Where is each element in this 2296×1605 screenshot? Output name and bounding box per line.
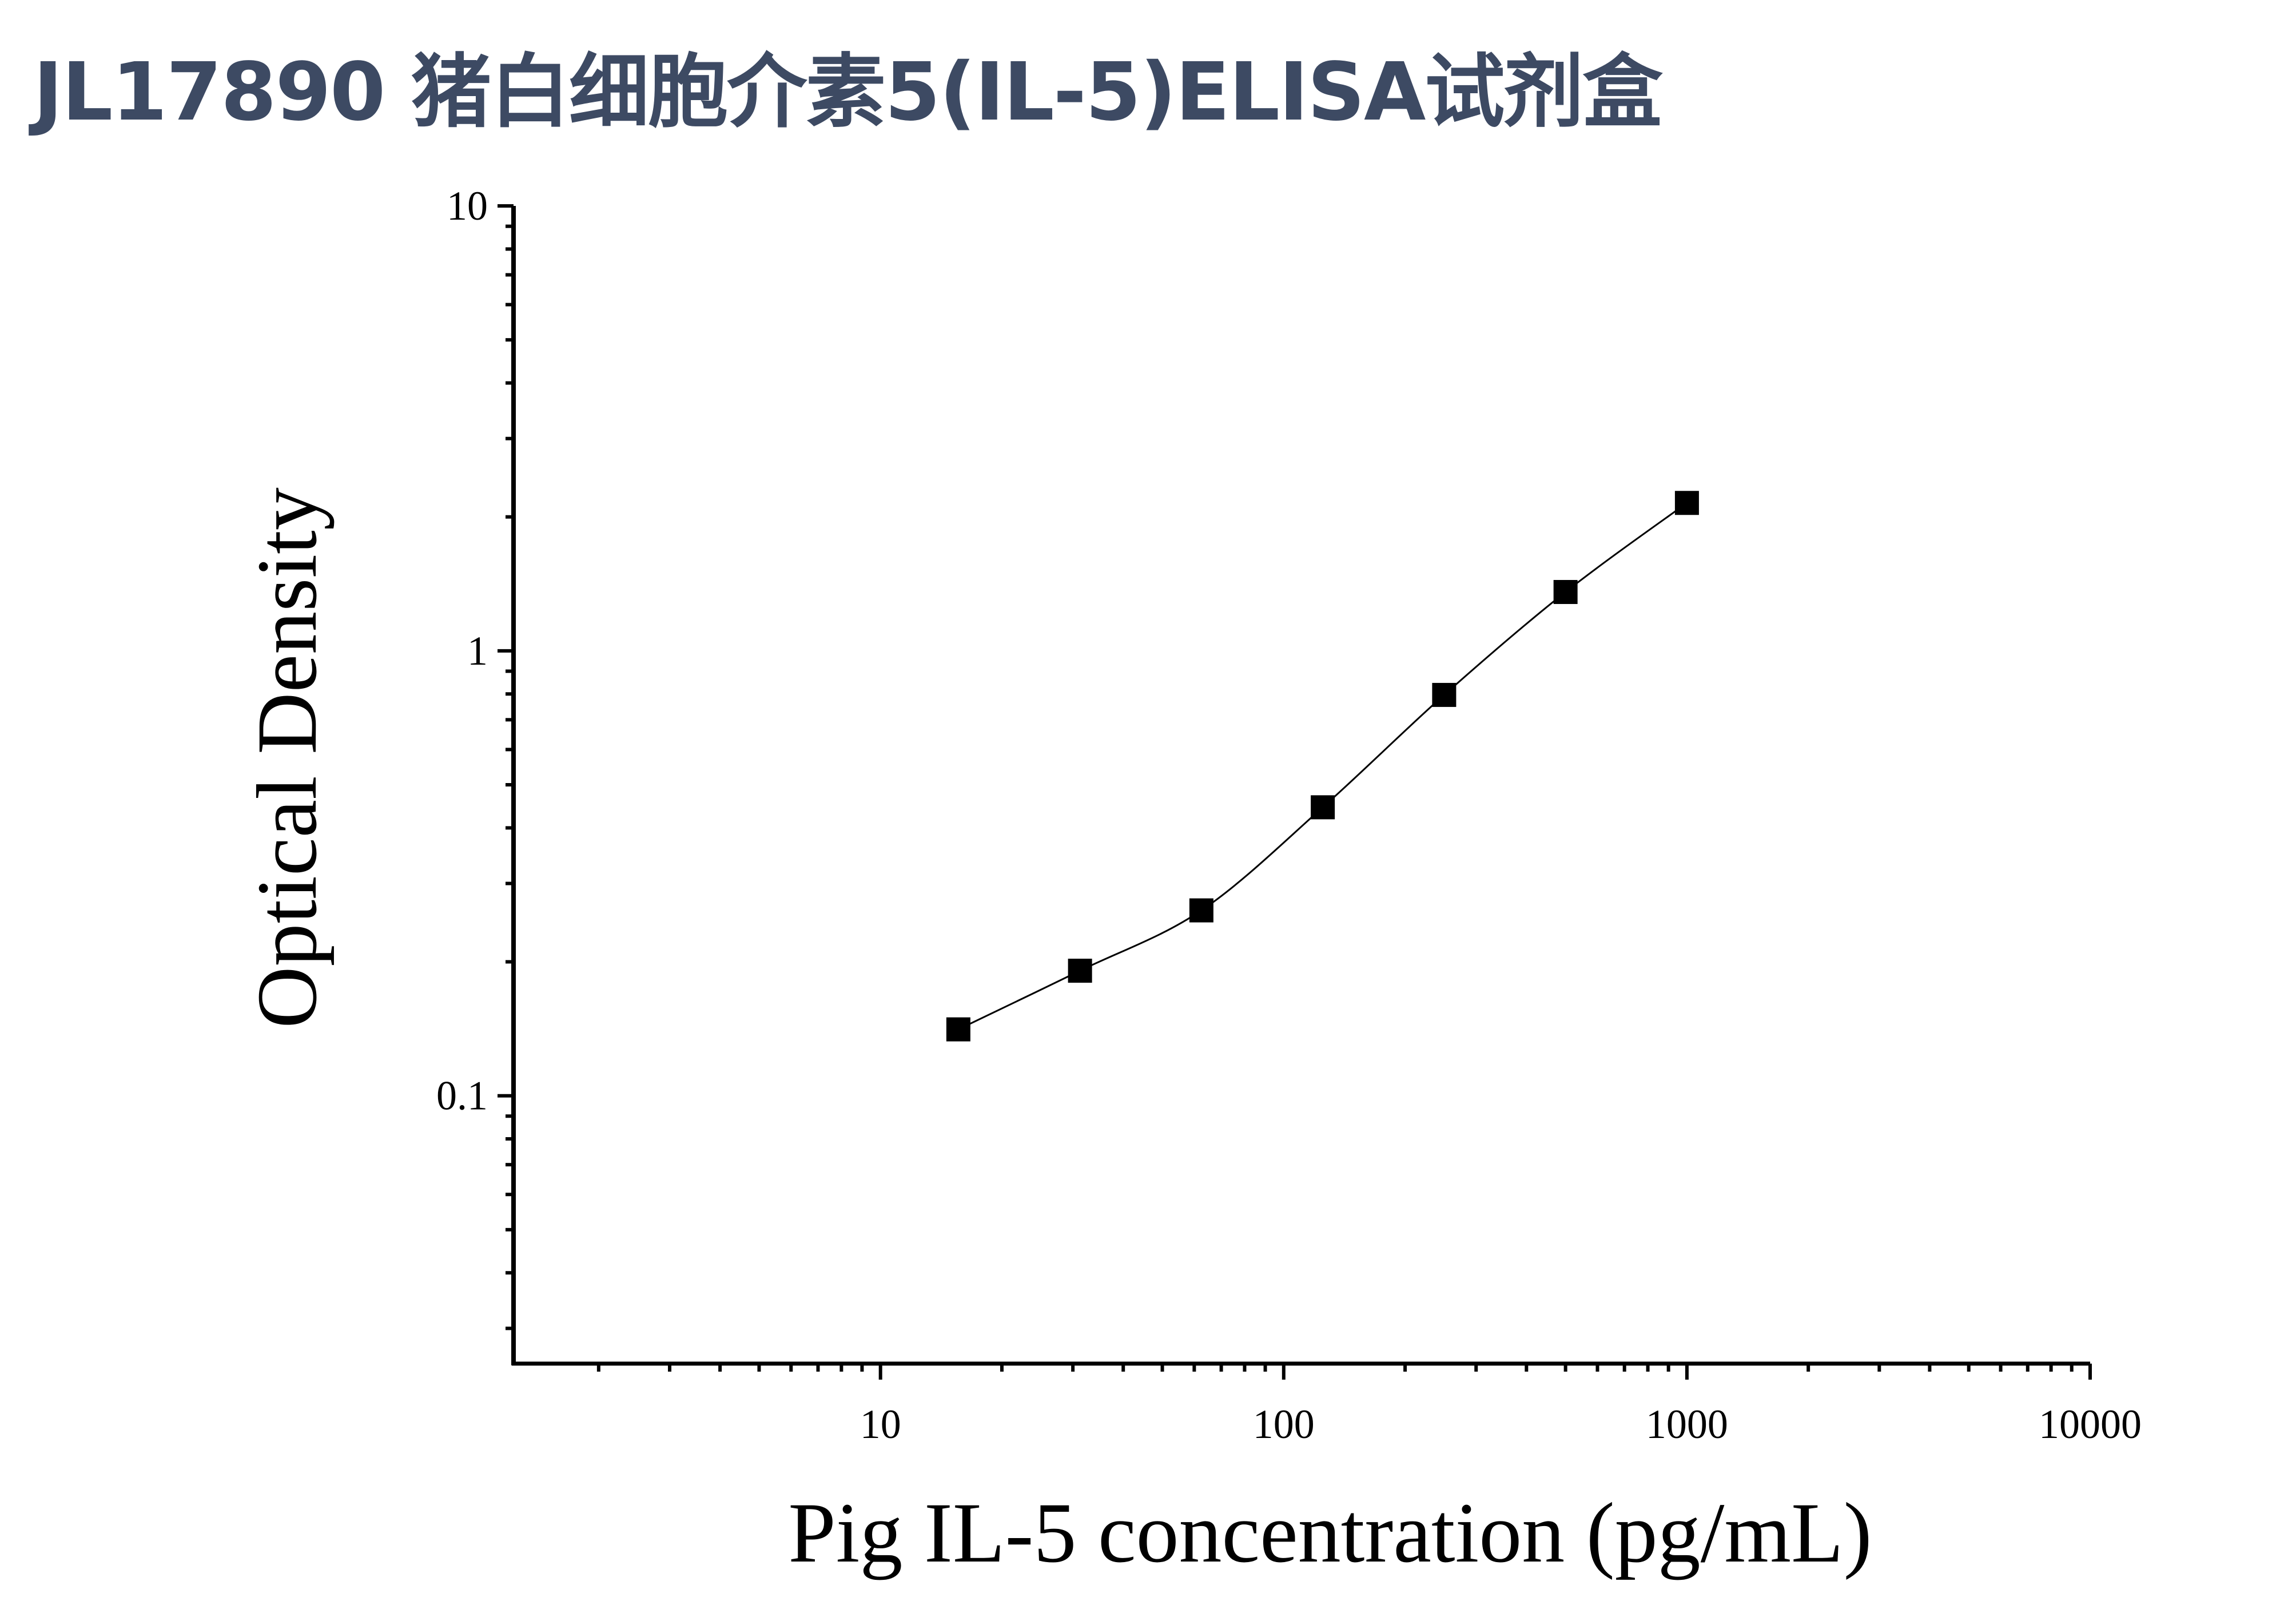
x-tick-label: 10000	[2039, 1401, 2142, 1447]
ticks	[498, 204, 2092, 1380]
data-point	[1189, 898, 1213, 923]
data-point	[1068, 959, 1092, 983]
tick-labels: 0.1 1 10 10 100 1000 10000	[436, 183, 2142, 1447]
y-tick-label: 1	[467, 628, 488, 674]
data-point	[1674, 491, 1699, 515]
data-point	[1432, 682, 1457, 707]
y-axis-title: Optical Density	[240, 487, 335, 1028]
x-axis-title: Pig IL-5 concentration (pg/mL)	[788, 1485, 1872, 1580]
axes	[511, 206, 2090, 1366]
data-points	[946, 491, 1699, 1042]
chart-title: JL17890 猪白细胞介素5(IL-5)ELISA试剂盒	[33, 46, 1662, 139]
x-tick-label: 10	[860, 1401, 901, 1447]
y-tick-label: 0.1	[436, 1073, 488, 1119]
x-tick-label: 1000	[1646, 1401, 1728, 1447]
fit-curve	[958, 502, 1688, 1030]
y-tick-label: 10	[447, 183, 488, 229]
data-point	[946, 1017, 970, 1042]
data-point	[1311, 795, 1335, 820]
data-point	[1553, 579, 1578, 604]
x-tick-label: 100	[1253, 1401, 1315, 1447]
